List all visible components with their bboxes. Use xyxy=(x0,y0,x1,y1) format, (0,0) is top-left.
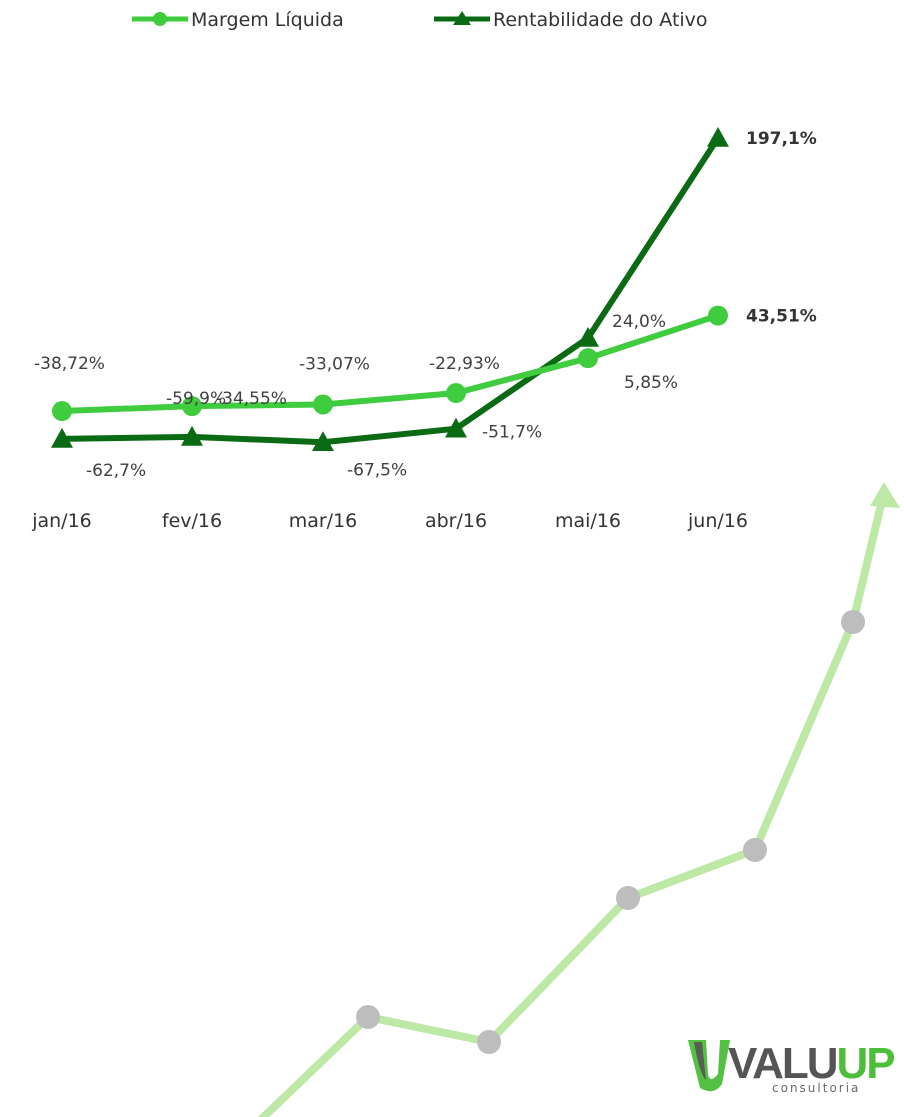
series-line-rentabilidade xyxy=(61,136,721,446)
x-tick-label-5: jun/16 xyxy=(687,510,748,532)
data-labels: -38,72% -34,55% -33,07% -22,93% 5,85% 43,51% -… xyxy=(34,129,817,481)
data-label-rentabilidade-2: -67,5% xyxy=(347,460,407,480)
data-label-rentabilidade-4: 24,0% xyxy=(612,312,666,332)
decor-dot-1 xyxy=(477,1030,501,1054)
legend-item-rentabilidade: Rentabilidade do Ativo xyxy=(434,9,708,31)
point-margem-5 xyxy=(708,305,728,326)
data-label-margem-3: -22,93% xyxy=(429,354,500,374)
point-rentabilidade-1 xyxy=(181,425,203,446)
data-label-rentabilidade-1: -59,9% xyxy=(166,389,226,409)
point-margem-3 xyxy=(446,383,466,404)
x-tick-label-3: abr/16 xyxy=(425,510,487,532)
x-tick-label-0: jan/16 xyxy=(31,510,92,532)
background-decoration: 0 xyxy=(257,473,900,1117)
point-rentabilidade-3 xyxy=(445,417,467,438)
point-margem-1 xyxy=(182,396,202,417)
x-tick-label-4: mai/16 xyxy=(555,510,621,532)
valuup-logo: VALUUP consultoria xyxy=(684,1036,900,1096)
logo-word-green: UP xyxy=(837,1039,895,1088)
legend-item-margem: Margem Líquida xyxy=(132,9,344,31)
data-label-rentabilidade-5: 197,1% xyxy=(746,129,817,149)
decor-dot-0 xyxy=(356,1005,380,1029)
point-rentabilidade-2 xyxy=(312,431,334,452)
logo-mark xyxy=(688,1040,730,1092)
decor-arrowhead xyxy=(870,482,900,508)
decor-corner-text: 0 xyxy=(872,473,883,492)
data-label-margem-1: -34,55% xyxy=(216,389,287,409)
series-line-margem xyxy=(61,312,719,415)
data-label-rentabilidade-3: -51,7% xyxy=(482,423,542,443)
x-tick-label-1: fev/16 xyxy=(162,510,222,532)
data-label-margem-2: -33,07% xyxy=(299,354,370,374)
point-rentabilidade-0 xyxy=(51,427,73,448)
point-rentabilidade-5 xyxy=(707,127,729,147)
plot-area xyxy=(51,127,729,452)
point-rentabilidade-4 xyxy=(577,327,599,347)
decor-dot-4 xyxy=(841,610,865,634)
data-label-margem-0: -38,72% xyxy=(34,354,105,374)
legend-label-rentabilidade: Rentabilidade do Ativo xyxy=(493,9,708,31)
legend: Margem Líquida Rentabilidade do Ativo xyxy=(132,9,708,31)
point-margem-4 xyxy=(578,348,598,369)
logo-word-gray: VALU xyxy=(728,1039,837,1088)
decor-dot-3 xyxy=(743,838,767,862)
x-tick-label-2: mar/16 xyxy=(289,510,358,532)
data-label-rentabilidade-0: -62,7% xyxy=(86,461,146,481)
data-label-margem-4: 5,85% xyxy=(624,373,678,393)
point-margem-0 xyxy=(52,401,72,422)
legend-label-margem: Margem Líquida xyxy=(191,9,344,31)
x-axis: jan/16 fev/16 mar/16 abr/16 mai/16 jun/16 xyxy=(31,510,748,532)
svg-text:VALUUP: VALUUP xyxy=(728,1039,894,1088)
decor-line xyxy=(257,491,888,1117)
logo-subtitle: consultoria xyxy=(772,1081,860,1095)
decor-dot-2 xyxy=(616,886,640,910)
data-label-margem-5: 43,51% xyxy=(746,307,817,327)
point-margem-2 xyxy=(313,394,333,415)
